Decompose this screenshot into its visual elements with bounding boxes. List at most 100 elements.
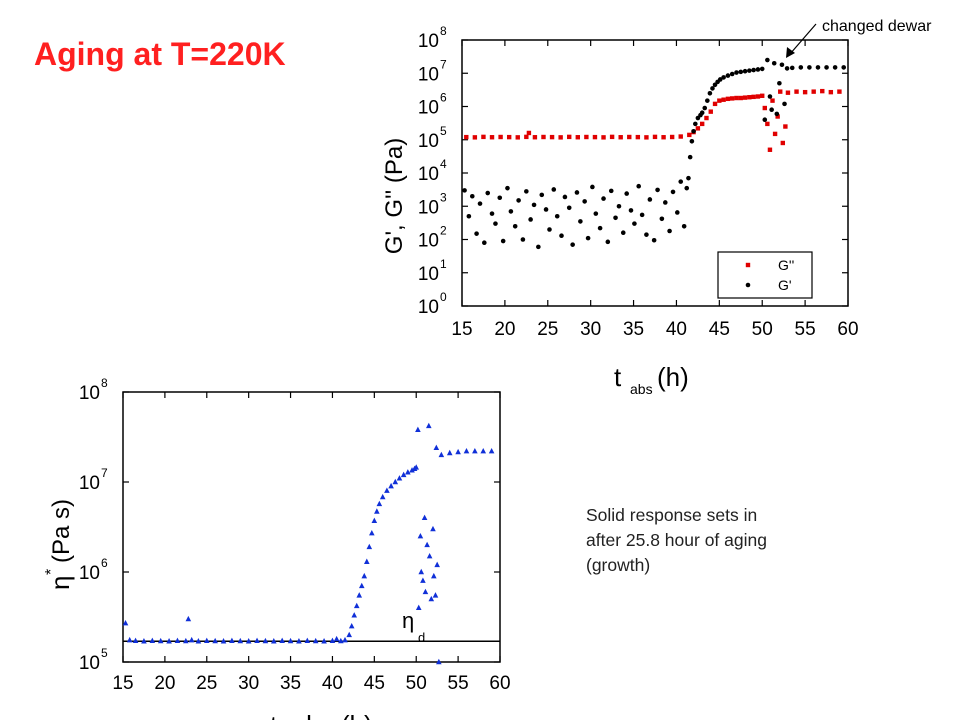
- y-tick-exponent: 0: [440, 290, 447, 304]
- data-point: [738, 69, 744, 75]
- data-point: [620, 230, 626, 236]
- data-point: [570, 242, 575, 247]
- data-point: [287, 637, 294, 644]
- data-point: [702, 105, 708, 111]
- y-tick-label: 10 1: [418, 257, 447, 285]
- data-point: [366, 543, 373, 550]
- data-point: [229, 637, 235, 644]
- data-point: [742, 95, 748, 100]
- y-tick-exponent: 4: [440, 157, 447, 171]
- data-point: [185, 615, 192, 622]
- data-point: [717, 98, 722, 103]
- data-point: [512, 223, 518, 229]
- data-point: [415, 604, 422, 611]
- data-point: [126, 636, 133, 643]
- data-point: [789, 65, 795, 71]
- data-point: [774, 111, 780, 117]
- data-point: [543, 207, 549, 212]
- data-point: [424, 541, 430, 548]
- data-point: [585, 235, 591, 241]
- data-point: [379, 493, 386, 500]
- plot-frame: [122, 391, 501, 663]
- data-point: [710, 86, 715, 91]
- x-tick-label: 30: [238, 673, 259, 694]
- data-point: [751, 67, 756, 73]
- data-point: [254, 637, 260, 644]
- data-point: [841, 65, 847, 70]
- y-tick-label: 10 6: [418, 91, 447, 119]
- data-point: [652, 134, 658, 140]
- data-point: [689, 138, 695, 144]
- x-tick-label: 20: [154, 673, 175, 694]
- data-point: [699, 121, 705, 127]
- y-tick-label: 10 5: [418, 124, 447, 152]
- x-axis-label-text: t_abs (h): [270, 710, 373, 720]
- y-tick-label: 10 7: [418, 57, 447, 85]
- data-point: [738, 95, 743, 101]
- reference-line-label-symbol: η: [402, 608, 414, 633]
- data-point: [481, 134, 486, 140]
- data-point: [348, 622, 355, 629]
- data-point: [811, 89, 816, 94]
- data-point: [632, 221, 637, 226]
- data-point: [436, 658, 442, 665]
- y-tick-exponent: 6: [101, 556, 108, 570]
- data-point: [505, 185, 510, 191]
- data-point: [166, 638, 172, 644]
- x-tick-label: 60: [837, 319, 858, 340]
- data-point: [174, 637, 181, 644]
- data-point: [659, 216, 665, 222]
- data-point: [338, 637, 344, 644]
- y-tick-exponent: 5: [440, 124, 447, 138]
- data-point: [765, 57, 770, 63]
- x-axis-label: t_abs (h): [270, 710, 373, 720]
- data-point: [670, 189, 676, 195]
- data-point: [785, 90, 791, 95]
- legend: G'' G': [717, 251, 813, 299]
- data-point: [434, 561, 440, 568]
- data-point: [717, 77, 723, 82]
- data-point: [762, 117, 768, 123]
- data-point: [237, 637, 244, 644]
- x-axis-label-unit: (h): [657, 362, 689, 392]
- data-point: [392, 478, 399, 485]
- data-point: [485, 190, 491, 196]
- data-point: [188, 636, 195, 643]
- data-point: [462, 188, 467, 193]
- data-point: [770, 98, 775, 103]
- data-point: [779, 62, 785, 68]
- x-tick-label: 25: [537, 319, 558, 340]
- data-point: [464, 134, 469, 140]
- y-tick-base: 10: [418, 231, 439, 252]
- data-point: [624, 191, 629, 196]
- data-point: [122, 619, 129, 626]
- data-point: [725, 96, 731, 102]
- data-point: [644, 135, 649, 140]
- data-point: [765, 121, 770, 127]
- data-point: [422, 588, 429, 595]
- data-point: [729, 71, 735, 77]
- caption-text: Solid response sets in after 25.8 hour o…: [586, 503, 846, 578]
- data-point: [482, 240, 487, 246]
- y-axis-label: η* (Pa s): [43, 499, 75, 590]
- data-point: [807, 65, 812, 70]
- data-point: [466, 213, 472, 219]
- data-point: [687, 154, 693, 160]
- legend-label: G': [778, 277, 792, 293]
- reference-line-label-sub: d: [418, 630, 425, 645]
- y-tick-exponent: 8: [101, 376, 108, 390]
- data-point: [549, 134, 555, 140]
- data-point: [296, 638, 302, 644]
- annotation: changed dewar: [786, 18, 932, 58]
- data-point: [304, 637, 311, 644]
- data-point: [558, 135, 563, 140]
- data-point: [417, 532, 424, 539]
- y-tick-base: 10: [79, 653, 100, 674]
- y-axis-label: G', G'' (Pa): [381, 138, 408, 254]
- y-tick-base: 10: [418, 164, 439, 185]
- y-tick-exponent: 3: [440, 190, 447, 204]
- y-tick-base: 10: [418, 297, 439, 318]
- x-tick-label: 50: [752, 319, 773, 340]
- y-tick-base: 10: [418, 64, 439, 85]
